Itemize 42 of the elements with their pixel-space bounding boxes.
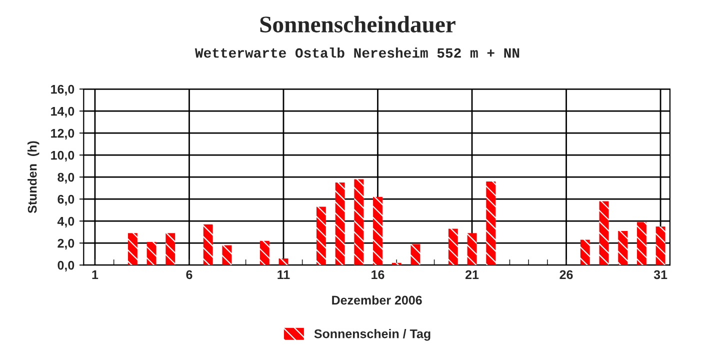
bar	[656, 226, 666, 266]
bar	[316, 206, 326, 266]
bar	[128, 233, 138, 266]
bar	[410, 244, 420, 266]
bar	[335, 182, 345, 266]
y-tick-label: 0,0	[58, 260, 74, 272]
bar	[203, 224, 213, 266]
bar	[448, 228, 458, 266]
x-tick-label: 11	[278, 270, 290, 279]
x-axis-title: Dezember 2006	[332, 295, 422, 305]
y-tick-label: 4,0	[57, 216, 74, 228]
y-tick-label: 10,0	[51, 150, 74, 162]
y-tick-label: 6,0	[58, 194, 74, 206]
bar	[618, 230, 628, 266]
x-tick-label: 21	[465, 270, 479, 279]
y-axis-title: Stunden (h)	[28, 141, 40, 214]
bar	[467, 233, 477, 266]
bar	[146, 242, 156, 266]
x-tick-label: 16	[372, 270, 384, 280]
bar	[599, 201, 609, 266]
chart-subtitle: Wetterwarte Ostalb Neresheim 552 m + NN	[194, 48, 520, 58]
chart-title: Sonnenscheindauer	[260, 16, 456, 33]
bar	[278, 258, 288, 266]
bar	[392, 262, 402, 266]
bar	[354, 179, 364, 266]
y-tick-label: 12,0	[51, 128, 74, 140]
y-tick-label: 16,0	[51, 84, 74, 96]
bar	[636, 222, 646, 266]
y-tick-label: 2,0	[58, 238, 74, 250]
x-tick-label: 6	[186, 270, 192, 280]
bar	[580, 240, 590, 266]
x-tick-label: 26	[560, 270, 573, 280]
y-tick-label: 8,0	[58, 172, 74, 184]
bar	[373, 196, 382, 266]
bar	[222, 245, 232, 266]
legend-label: Sonnenschein / Tag	[314, 329, 430, 341]
bar	[486, 181, 496, 266]
y-tick-label: 14,0	[51, 106, 74, 118]
x-tick-label: 1	[92, 270, 98, 279]
x-tick-label: 31	[654, 270, 668, 280]
bar	[166, 233, 176, 266]
bar	[260, 240, 270, 266]
